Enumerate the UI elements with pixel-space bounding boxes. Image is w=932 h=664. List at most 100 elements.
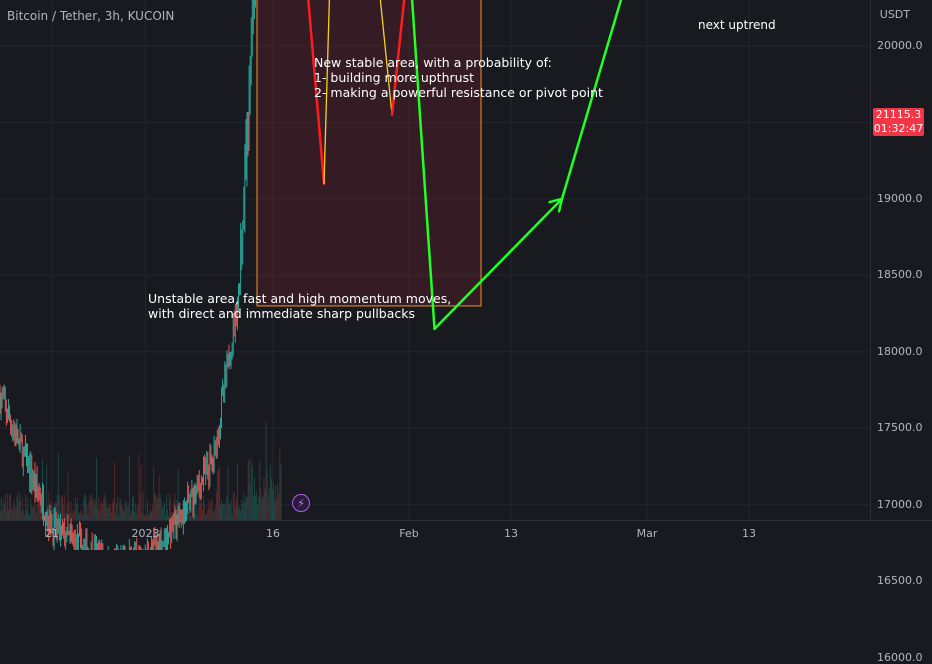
stable-note-line: 1- building more upthrust — [314, 70, 603, 85]
volume-bar — [131, 510, 132, 520]
volume-bar — [232, 515, 233, 520]
volume-bar — [70, 513, 71, 520]
volume-bar — [59, 495, 60, 520]
volume-bar — [203, 496, 204, 520]
volume-bar — [219, 466, 220, 520]
volume-bar — [258, 496, 259, 520]
unstable-area-box — [257, 0, 481, 306]
volume-bar — [142, 514, 143, 520]
volume-bar — [240, 510, 241, 520]
volume-bar — [191, 516, 192, 520]
volume-bar — [125, 502, 126, 520]
next-uptrend-note: next uptrend — [698, 18, 776, 33]
lightning-icon[interactable]: ⚡ — [292, 494, 310, 512]
volume-bar — [71, 502, 72, 520]
volume-bar — [264, 477, 265, 520]
volume-bar — [46, 465, 47, 520]
volume-bar — [108, 508, 109, 520]
volume-bar — [110, 505, 111, 520]
unstable-note-line: Unstable area, fast and high momentum mo… — [148, 291, 451, 306]
volume-bar — [190, 516, 191, 520]
volume-bar — [237, 464, 238, 520]
volume-bar — [3, 500, 4, 520]
volume-bar — [114, 462, 115, 520]
volume-bar — [211, 501, 212, 520]
volume-bar — [111, 513, 112, 520]
volume-bar — [151, 512, 152, 520]
volume-bar — [119, 500, 120, 520]
volume-bar — [209, 508, 210, 520]
volume-bar — [53, 514, 54, 520]
volume-bar — [213, 511, 214, 520]
volume-bar — [202, 510, 203, 520]
time-tick-label: 16 — [266, 527, 280, 540]
volume-bar — [20, 495, 21, 520]
volume-bar — [29, 515, 30, 520]
volume-bar — [218, 469, 219, 520]
volume-bar — [228, 466, 229, 520]
volume-bar — [67, 471, 68, 520]
volume-bar — [272, 490, 273, 520]
volume-bar — [141, 465, 142, 520]
volume-bar — [6, 508, 7, 520]
volume-bar — [38, 503, 39, 520]
volume-bar — [124, 511, 125, 520]
volume-bar — [166, 495, 167, 520]
volume-bar — [216, 492, 217, 520]
volume-bar — [127, 507, 128, 520]
volume-bar — [243, 494, 244, 520]
volume-bar — [113, 500, 114, 520]
volume-bar — [134, 512, 135, 520]
volume-bar — [224, 504, 225, 520]
volume-bar — [165, 515, 166, 520]
volume-bar — [221, 500, 222, 520]
stable-note-line: New stable area, with a probability of: — [314, 55, 603, 70]
time-tick-label: Feb — [399, 527, 418, 540]
volume-bar — [81, 513, 82, 520]
volume-bar — [69, 501, 70, 520]
volume-bar — [225, 508, 226, 520]
volume-bar — [147, 500, 148, 520]
volume-bar — [205, 515, 206, 520]
volume-bar — [18, 492, 19, 520]
volume-bar — [37, 504, 38, 520]
volume-bar — [27, 498, 28, 520]
volume-bar — [146, 516, 147, 520]
volume-bar — [74, 510, 75, 520]
volume-bar — [256, 492, 257, 520]
volume-bar — [275, 486, 276, 520]
volume-bar — [135, 503, 136, 520]
zone-boxes — [257, 0, 481, 306]
volume-bar — [253, 496, 254, 520]
volume-bar — [34, 506, 35, 520]
volume-bar — [89, 501, 90, 520]
volume-bar — [152, 506, 153, 520]
volume-bar — [97, 508, 98, 520]
volume-bar — [261, 498, 262, 520]
volume-bar — [102, 504, 103, 520]
volume-bar — [215, 506, 216, 520]
volume-bar — [92, 501, 93, 520]
volume-bar — [118, 515, 119, 520]
volume-bar — [87, 506, 88, 520]
volume-bar — [229, 503, 230, 520]
unstable-note-line: with direct and immediate sharp pullback… — [148, 306, 451, 321]
chart-title: Bitcoin / Tether, 3h, KUCOIN — [7, 9, 174, 23]
volume-bar — [115, 514, 116, 520]
volume-bar — [251, 459, 252, 520]
volume-bar — [16, 508, 17, 520]
volume-bar — [82, 515, 83, 520]
time-tick-label: 13 — [504, 527, 518, 540]
last-price-value: 21115.3 — [873, 108, 924, 122]
volume-bar — [230, 505, 231, 520]
volume-bar — [36, 513, 37, 520]
volume-bar — [112, 502, 113, 520]
volume-bar — [144, 516, 145, 520]
volume-bar — [158, 498, 159, 520]
volume-bar — [169, 493, 170, 520]
volume-bar — [106, 501, 107, 520]
volume-bar — [268, 497, 269, 520]
volume-bar — [123, 509, 124, 520]
last-price-badge: 21115.3 01:32:47 — [873, 108, 924, 136]
volume-bar — [274, 501, 275, 520]
